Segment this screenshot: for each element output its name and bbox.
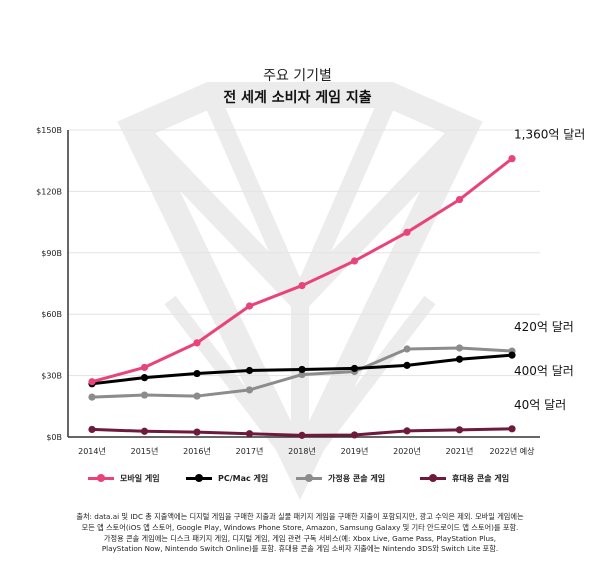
source-line: 출처: data.ai 및 IDC 총 지출액에는 디지털 게임을 구매한 지출… xyxy=(76,512,524,521)
data-point-mobile xyxy=(140,363,149,372)
data-point-console xyxy=(140,391,149,399)
x-tick-label: 2019년 xyxy=(341,446,369,456)
diamond-watermark-icon xyxy=(117,82,483,500)
data-point-mobile xyxy=(350,257,359,265)
legend-item-console: 가정용 콘솔 게임 xyxy=(296,470,385,486)
data-point-handheld xyxy=(403,427,411,435)
data-point-pc xyxy=(140,374,149,382)
data-point-pc xyxy=(298,365,306,374)
y-tick-label: $60B xyxy=(41,310,62,319)
data-point-console xyxy=(298,370,306,379)
x-tick-label: 2018년 xyxy=(288,446,316,456)
y-tick-label: $150B xyxy=(36,126,62,135)
x-tick-label: 2015년 xyxy=(131,446,159,456)
chart-title: 전 세계 소비자 게임 지출 xyxy=(223,90,372,106)
data-point-pc xyxy=(193,369,201,378)
x-tick-label: 2016년 xyxy=(183,446,211,456)
legend-swatch-console xyxy=(296,473,322,483)
data-point-console xyxy=(193,392,201,400)
annotation-mobile: 1,360억 달러 xyxy=(514,128,585,142)
watermark-outline xyxy=(117,82,483,500)
data-point-mobile xyxy=(88,378,96,386)
data-point-mobile xyxy=(455,195,464,204)
source-line: PlayStation Now, Nintendo Switch Online)… xyxy=(101,544,499,554)
legend-label-mobile: 모바일 게임 xyxy=(120,473,160,483)
chart-annotations: 1,360억 달러 420억 달러 400억 달러 40억 달러 xyxy=(514,128,585,412)
data-point-handheld xyxy=(88,425,96,434)
data-point-handheld xyxy=(298,431,306,439)
data-point-console xyxy=(88,393,96,401)
x-tick-label: 2022년 예상 xyxy=(490,446,536,456)
legend-swatch-pc xyxy=(186,473,212,483)
y-axis: $0B $30B $60B $90B $120B $150B xyxy=(36,126,69,442)
data-point-pc xyxy=(245,366,254,375)
y-tick-label: $30B xyxy=(41,372,62,381)
x-tick-label: 2017년 xyxy=(236,446,264,456)
data-point-handheld xyxy=(245,430,254,438)
legend-item-mobile: 모바일 게임 xyxy=(88,470,160,486)
x-tick-label: 2020년 xyxy=(393,446,421,456)
legend-label-pc: PC/Mac 게임 xyxy=(218,473,269,483)
data-point-mobile xyxy=(245,302,254,310)
legend-item-pc: PC/Mac 게임 xyxy=(186,470,268,486)
y-tick-label: $120B xyxy=(36,187,62,196)
chart-series xyxy=(88,155,516,439)
chart-subtitle: 주요 기기별 xyxy=(263,68,332,84)
data-point-pc xyxy=(508,351,516,359)
data-point-pc xyxy=(455,355,464,363)
source-note: 출처: data.ai 및 IDC 총 지출액에는 디지털 게임을 구매한 지출… xyxy=(30,512,570,555)
data-point-pc xyxy=(403,361,411,369)
data-point-mobile xyxy=(193,339,201,347)
data-point-handheld xyxy=(140,427,149,435)
data-point-mobile xyxy=(298,281,306,290)
data-point-console xyxy=(455,344,464,352)
legend-swatch-handheld xyxy=(420,473,446,483)
source-line: 가정용 콘솔 게임에는 디스크 패키지 게임, 디지털 게임, 게임 관련 구독… xyxy=(103,533,497,543)
x-tick-label: 2021년 xyxy=(446,446,474,456)
data-point-console xyxy=(403,345,411,353)
data-point-mobile xyxy=(508,155,516,163)
legend-swatch-mobile xyxy=(88,473,114,483)
legend-item-handheld: 휴대용 콘솔 게임 xyxy=(420,470,509,486)
source-line: 모든 앱 스토어(iOS 앱 스토어, Google Play, Windows… xyxy=(81,522,519,532)
data-point-console xyxy=(245,386,254,394)
annotation-console: 420억 달러 xyxy=(514,320,574,334)
annotation-pc: 400억 달러 xyxy=(514,364,574,378)
data-point-mobile xyxy=(403,228,411,236)
annotation-handheld: 40억 달러 xyxy=(514,398,566,412)
data-point-handheld xyxy=(193,428,201,436)
data-point-pc xyxy=(350,364,359,373)
x-tick-label: 2014년 xyxy=(78,446,106,456)
legend-label-handheld: 휴대용 콘솔 게임 xyxy=(452,473,510,483)
data-point-handheld xyxy=(508,425,516,433)
y-tick-label: $90B xyxy=(41,249,62,258)
y-tick-label: $0B xyxy=(46,433,62,442)
legend-label-console: 가정용 콘솔 게임 xyxy=(328,473,386,483)
data-point-handheld xyxy=(455,426,464,434)
data-point-handheld xyxy=(350,431,359,439)
watermark-facet xyxy=(201,91,399,323)
